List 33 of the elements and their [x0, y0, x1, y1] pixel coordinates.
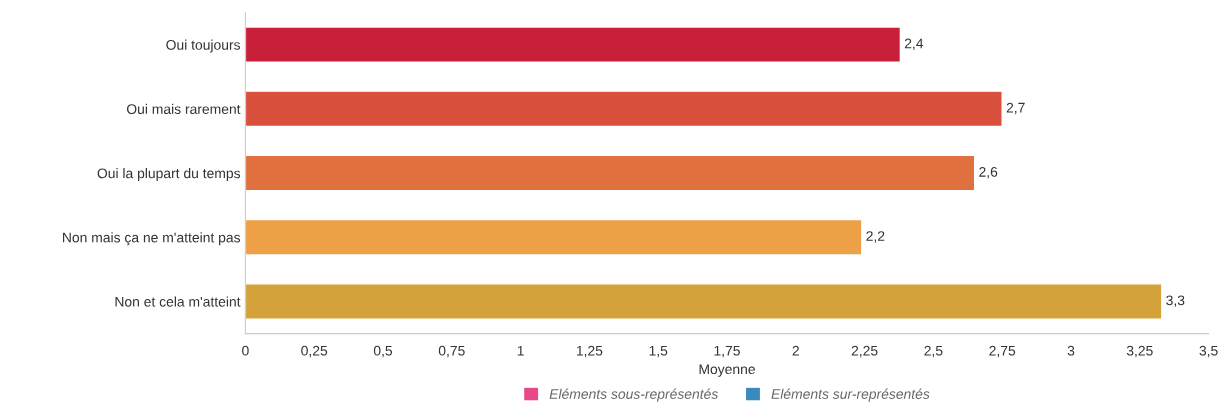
y-tick-label: Oui mais rarement — [126, 103, 241, 115]
bar — [245, 218, 863, 256]
x-axis-title: Moyenne — [699, 364, 755, 377]
x-tick-label: 1,75 — [714, 345, 740, 358]
x-tick-label: 3,5 — [1199, 345, 1218, 358]
y-tick-label: Non et cela m'atteint — [115, 296, 241, 307]
data-label: 2,7 — [1006, 102, 1025, 115]
x-tick-label: 0,5 — [373, 345, 393, 358]
x-tick-label: 1,25 — [576, 345, 603, 358]
bar — [245, 154, 976, 192]
x-tick-label: 2 — [792, 345, 799, 356]
data-label: 2,6 — [979, 166, 998, 179]
bar — [245, 283, 1163, 320]
x-tick-label: 3 — [1067, 345, 1075, 356]
x-tick-label: 2,5 — [924, 345, 943, 358]
x-tick-label: 1 — [517, 345, 524, 356]
x-tick-label: 1,5 — [649, 345, 668, 358]
x-tick-label: 0 — [242, 345, 249, 356]
y-tick-label: Oui la plupart du temps — [97, 168, 241, 181]
y-tick-label: Oui toujours — [166, 39, 241, 53]
x-tick-label: 3,25 — [1126, 345, 1153, 358]
data-label: 2,2 — [866, 231, 885, 243]
data-label: 2,4 — [904, 38, 924, 50]
data-label: 3,3 — [1166, 295, 1185, 307]
x-tick-label: 2,25 — [851, 345, 878, 358]
x-tick-label: 2,75 — [989, 345, 1016, 358]
legend-label: Eléments sur-représentés — [771, 388, 930, 402]
x-tick-label: 0,25 — [301, 345, 328, 358]
bar — [245, 26, 902, 63]
y-tick-label: Non mais ça ne m'atteint pas — [63, 232, 241, 246]
bar — [245, 90, 1003, 128]
legend-label: Eléments sous-représentés — [549, 388, 718, 402]
x-tick-label: 0,75 — [438, 345, 465, 358]
